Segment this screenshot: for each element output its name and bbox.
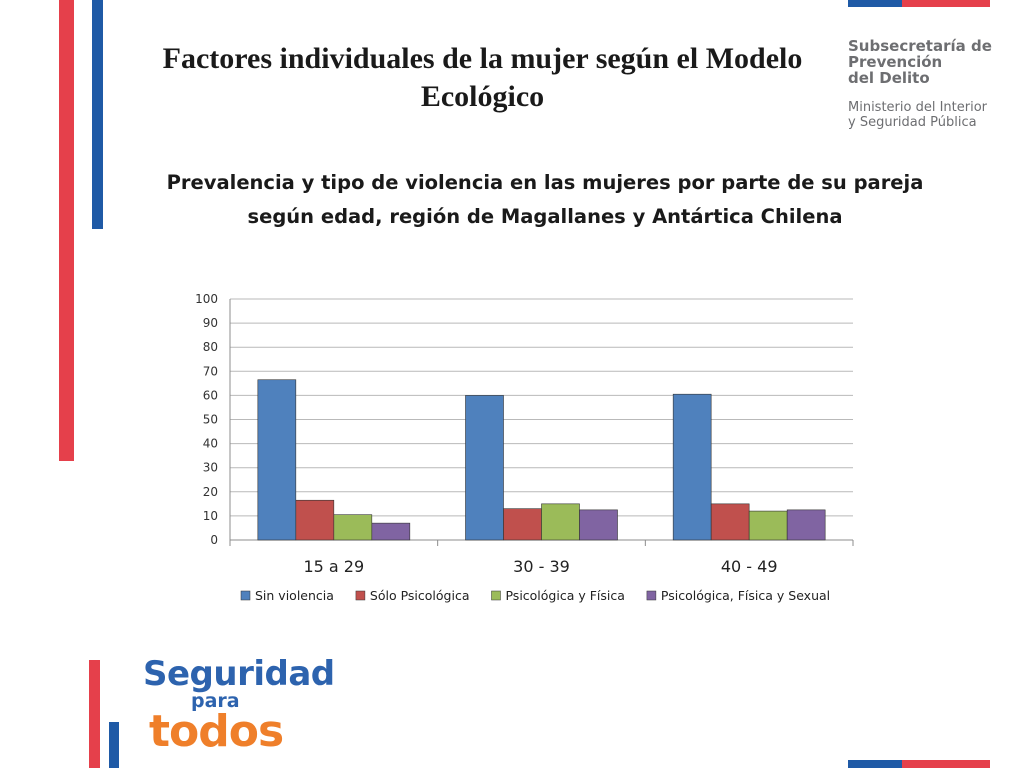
bar <box>503 508 542 541</box>
decorative-flag-stripe-top <box>848 0 990 7</box>
bar <box>710 503 750 541</box>
chart-title: Prevalencia y tipo de violencia en las m… <box>166 171 924 228</box>
org-name-line-1: Subsecretaría de <box>848 37 992 55</box>
brand-word-para: para <box>191 690 240 712</box>
y-tick-label: 80 <box>203 340 218 354</box>
org-name-line-2: Prevención <box>848 53 943 71</box>
brand-word-seguridad: Seguridad <box>143 654 335 694</box>
y-tick-label: 90 <box>203 316 218 330</box>
ministry-line-1: Ministerio del Interior <box>848 100 988 115</box>
y-tick-label: 0 <box>210 533 218 547</box>
legend-swatch <box>646 590 657 601</box>
bar <box>371 522 411 541</box>
y-tick-label: 60 <box>203 388 218 402</box>
brand-logo: Seguridad para todos <box>143 655 335 755</box>
org-name-line-3: del Delito <box>848 69 930 87</box>
y-tick-label: 10 <box>203 509 218 523</box>
decorative-red-stripe <box>59 0 74 461</box>
y-tick-label: 20 <box>203 485 218 499</box>
decorative-blue-stripe-bottom <box>109 722 119 768</box>
legend-swatch <box>491 590 501 601</box>
bar <box>295 499 335 541</box>
decorative-blue-stripe <box>92 0 103 229</box>
bar <box>333 514 373 541</box>
bar <box>786 509 826 541</box>
legend-swatch <box>355 590 366 601</box>
decorative-red-stripe-bottom <box>89 660 100 768</box>
bar <box>579 509 618 541</box>
decorative-flag-stripe-bottom <box>848 760 990 768</box>
x-tick-label: 30 - 39 <box>513 557 570 576</box>
y-tick-label: 70 <box>203 364 218 378</box>
x-tick-label: 15 a 29 <box>303 557 364 576</box>
brand-word-todos: todos <box>149 706 284 757</box>
y-tick-label: 100 <box>195 292 218 306</box>
bar <box>541 503 580 541</box>
bar <box>465 395 504 541</box>
legend-label: Psicológica, Física y Sexual <box>661 588 830 603</box>
x-tick-label: 40 - 49 <box>721 557 778 576</box>
ministry-line-2: y Seguridad Pública <box>848 115 977 130</box>
bar <box>257 379 297 541</box>
legend-swatch <box>240 590 251 601</box>
legend-label: Psicológica y Física <box>505 588 624 603</box>
bar <box>672 393 712 541</box>
bar <box>748 510 788 541</box>
legend-label: Sin violencia <box>255 588 334 603</box>
slide-title: Factores individuales de la mujer según … <box>162 42 803 113</box>
y-tick-label: 40 <box>203 437 218 451</box>
legend-label: Sólo Psicológica <box>370 588 470 603</box>
y-tick-label: 50 <box>203 413 218 427</box>
organization-logo: Subsecretaría de Prevención del Delito M… <box>848 38 992 130</box>
y-tick-label: 30 <box>203 461 218 475</box>
